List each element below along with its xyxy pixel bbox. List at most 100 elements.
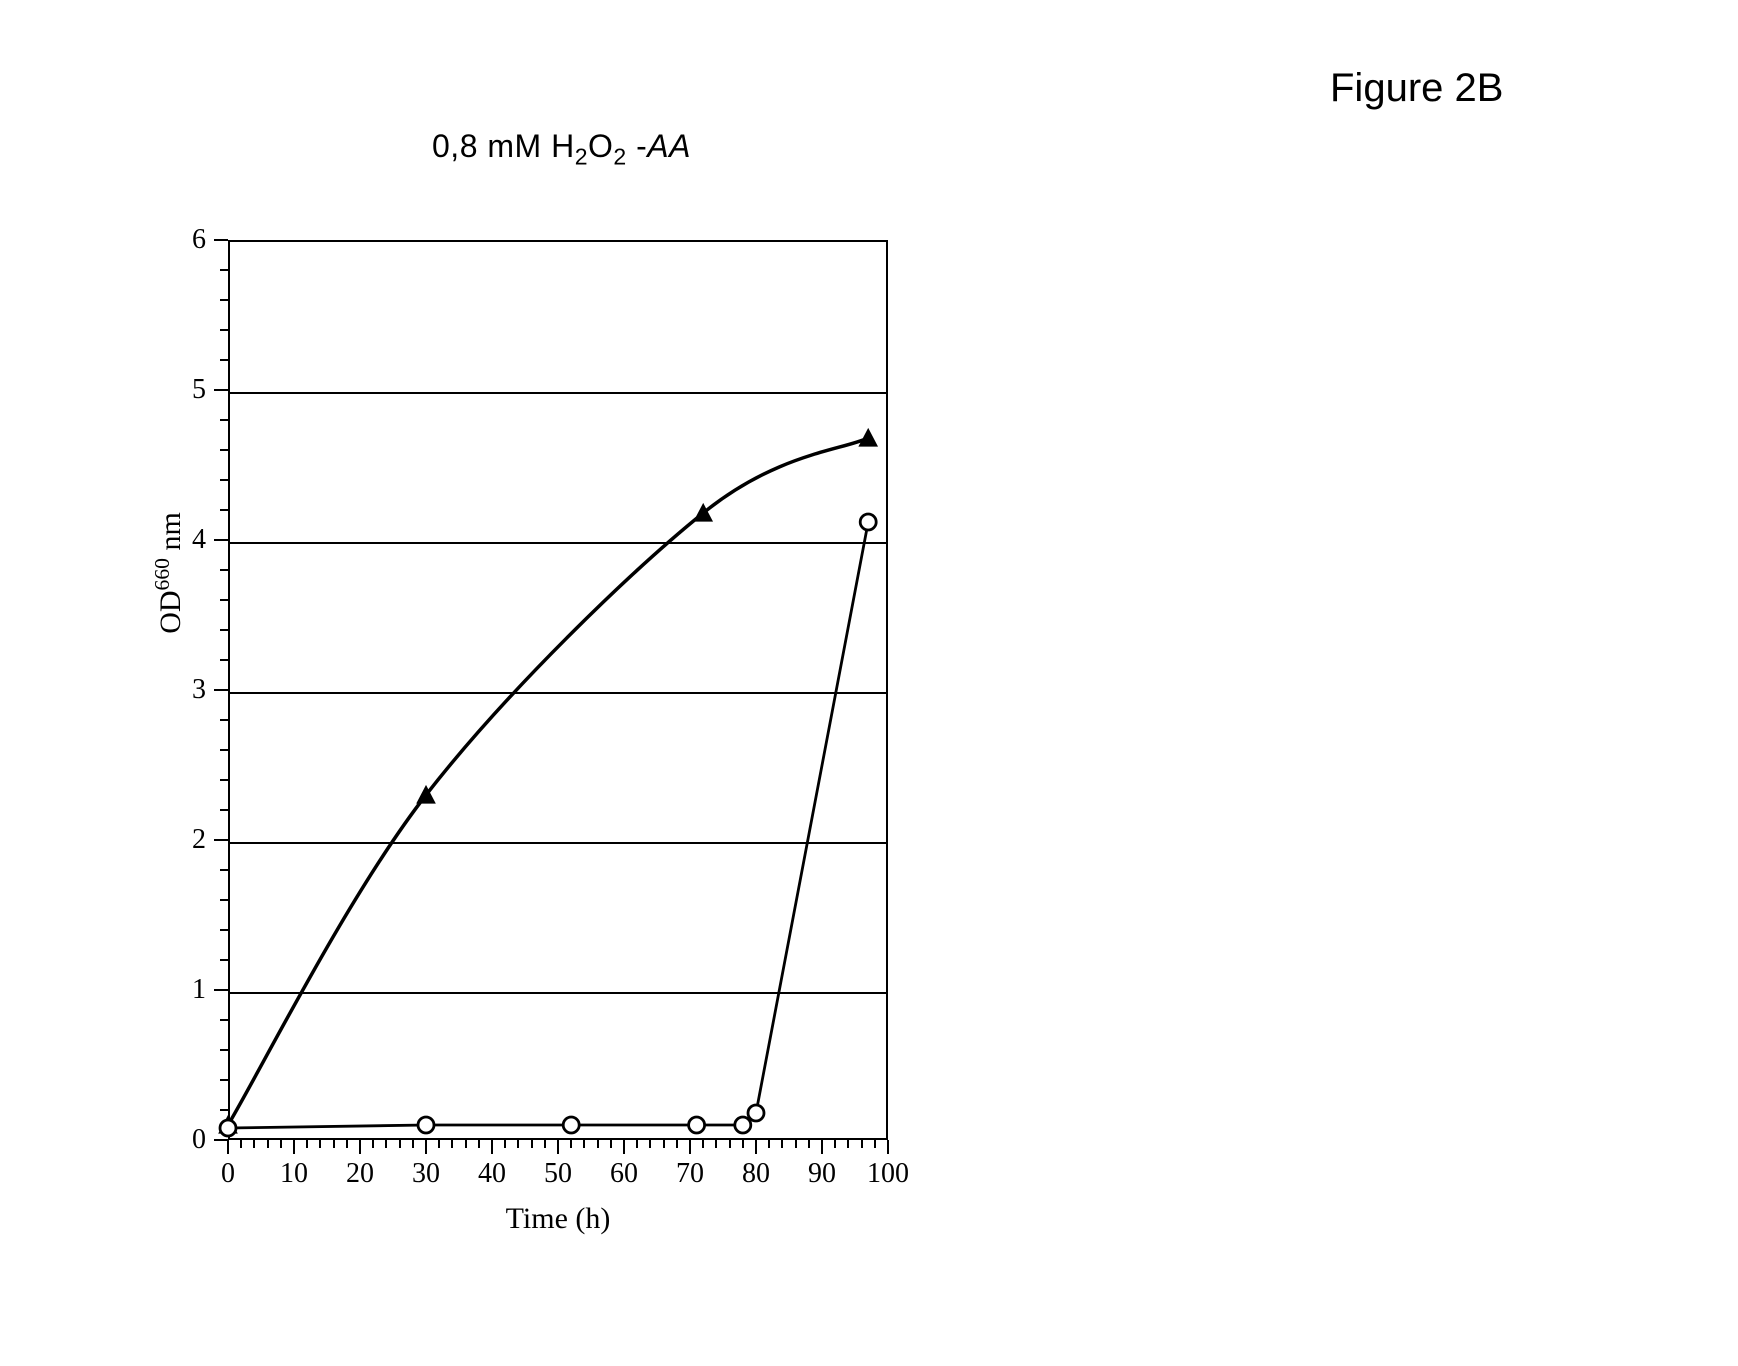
x-tick-label: 50 (544, 1158, 572, 1190)
y-tick-major (214, 539, 228, 541)
x-tick-minor (451, 1140, 453, 1148)
y-tick-minor (220, 629, 228, 631)
y-tick-minor (220, 659, 228, 661)
x-tick-minor (729, 1140, 731, 1148)
x-tick-minor (438, 1140, 440, 1148)
y-tick-major (214, 989, 228, 991)
y-tick-label: 3 (176, 674, 206, 706)
x-tick-minor (544, 1140, 546, 1148)
y-tick-minor (220, 419, 228, 421)
y-tick-minor (220, 479, 228, 481)
x-tick-major (755, 1140, 757, 1154)
x-tick-label: 90 (808, 1158, 836, 1190)
circle-marker (220, 1120, 236, 1136)
circle-marker (563, 1117, 579, 1133)
y-tick-minor (220, 899, 228, 901)
x-tick-minor (333, 1140, 335, 1148)
y-tick-major (214, 839, 228, 841)
plot-wrap (228, 240, 888, 1140)
x-tick-minor (240, 1140, 242, 1148)
x-tick-minor (478, 1140, 480, 1148)
y-tick-minor (220, 959, 228, 961)
x-tick-label: 0 (221, 1158, 235, 1190)
y-tick-minor (220, 359, 228, 361)
canvas: { "figure_label": { "text": "Figure 2B",… (0, 0, 1738, 1366)
series-circle-line (228, 522, 868, 1128)
x-tick-minor (570, 1140, 572, 1148)
x-tick-minor (504, 1140, 506, 1148)
plot-svg (228, 240, 888, 1140)
y-tick-label: 1 (176, 974, 206, 1006)
x-tick-minor (834, 1140, 836, 1148)
x-tick-minor (676, 1140, 678, 1148)
x-tick-minor (768, 1140, 770, 1148)
x-tick-minor (319, 1140, 321, 1148)
x-tick-major (623, 1140, 625, 1154)
x-tick-minor (306, 1140, 308, 1148)
x-tick-minor (372, 1140, 374, 1148)
x-tick-minor (610, 1140, 612, 1148)
circle-marker (418, 1117, 434, 1133)
x-tick-major (425, 1140, 427, 1154)
x-tick-label: 20 (346, 1158, 374, 1190)
x-tick-minor (742, 1140, 744, 1148)
x-tick-major (227, 1140, 229, 1154)
x-tick-label: 70 (676, 1158, 704, 1190)
x-tick-minor (531, 1140, 533, 1148)
y-tick-minor (220, 929, 228, 931)
x-tick-label: 60 (610, 1158, 638, 1190)
circle-marker (689, 1117, 705, 1133)
x-tick-minor (795, 1140, 797, 1148)
y-tick-minor (220, 569, 228, 571)
y-tick-minor (220, 299, 228, 301)
y-tick-minor (220, 749, 228, 751)
x-tick-minor (597, 1140, 599, 1148)
chart-title: 0,8 mM H2O2 -AA (432, 128, 691, 170)
y-tick-minor (220, 1079, 228, 1081)
y-tick-minor (220, 1019, 228, 1021)
x-tick-minor (702, 1140, 704, 1148)
triangle-marker (859, 429, 877, 446)
x-tick-minor (663, 1140, 665, 1148)
x-tick-minor (781, 1140, 783, 1148)
circle-marker (748, 1105, 764, 1121)
y-tick-major (214, 389, 228, 391)
y-tick-minor (220, 599, 228, 601)
y-tick-major (214, 689, 228, 691)
x-tick-major (557, 1140, 559, 1154)
circle-marker (860, 514, 876, 530)
x-tick-minor (280, 1140, 282, 1148)
x-tick-label: 10 (280, 1158, 308, 1190)
x-tick-major (359, 1140, 361, 1154)
x-tick-minor (517, 1140, 519, 1148)
y-tick-minor (220, 1109, 228, 1111)
circle-marker (735, 1117, 751, 1133)
x-tick-minor (847, 1140, 849, 1148)
x-tick-major (887, 1140, 889, 1154)
y-tick-minor (220, 509, 228, 511)
x-tick-major (293, 1140, 295, 1154)
y-tick-minor (220, 869, 228, 871)
y-tick-label: 4 (176, 524, 206, 556)
x-tick-minor (267, 1140, 269, 1148)
y-tick-minor (220, 809, 228, 811)
x-tick-minor (253, 1140, 255, 1148)
x-tick-minor (636, 1140, 638, 1148)
y-tick-minor (220, 719, 228, 721)
y-tick-major (214, 1139, 228, 1141)
x-tick-minor (861, 1140, 863, 1148)
x-tick-minor (346, 1140, 348, 1148)
x-tick-minor (399, 1140, 401, 1148)
x-tick-minor (715, 1140, 717, 1148)
y-tick-label: 0 (176, 1124, 206, 1156)
y-tick-minor (220, 449, 228, 451)
x-axis-label: Time (h) (506, 1202, 611, 1236)
x-tick-minor (465, 1140, 467, 1148)
x-tick-minor (385, 1140, 387, 1148)
x-tick-minor (583, 1140, 585, 1148)
x-tick-label: 100 (867, 1158, 909, 1190)
y-tick-minor (220, 269, 228, 271)
figure-label: Figure 2B (1330, 66, 1503, 111)
x-tick-minor (412, 1140, 414, 1148)
x-tick-label: 40 (478, 1158, 506, 1190)
